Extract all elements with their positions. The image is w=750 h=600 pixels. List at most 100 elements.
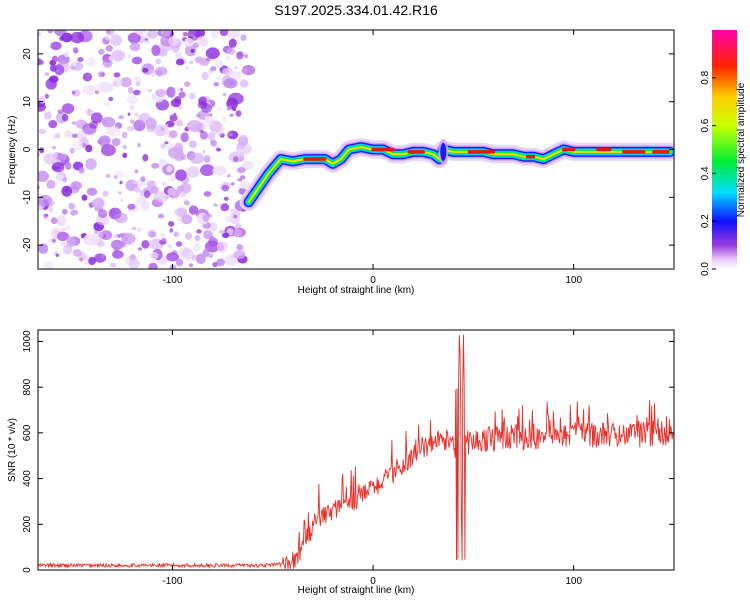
noise-blob bbox=[64, 130, 73, 138]
noise-blob bbox=[160, 30, 172, 37]
noise-blob bbox=[90, 112, 103, 124]
noise-blob bbox=[175, 241, 183, 247]
noise-blob bbox=[216, 258, 226, 267]
noise-blob bbox=[202, 230, 213, 239]
bottom-x-axis-label: Height of straight line (km) bbox=[298, 585, 415, 596]
noise-blob bbox=[184, 232, 193, 240]
noise-blob bbox=[133, 187, 141, 193]
y-tick-label: 800 bbox=[22, 378, 33, 395]
noise-blob bbox=[105, 45, 114, 52]
noise-blob bbox=[112, 250, 124, 259]
noise-blob bbox=[203, 155, 211, 163]
noise-blob bbox=[240, 175, 246, 180]
noise-blob bbox=[38, 170, 49, 182]
noise-blob bbox=[71, 133, 78, 138]
noise-blob bbox=[114, 212, 128, 224]
noise-blob bbox=[179, 87, 183, 92]
noise-blob bbox=[106, 126, 121, 137]
noise-blob bbox=[166, 165, 173, 173]
noise-blob bbox=[51, 55, 58, 63]
top-x-ticks: -100 0 100 bbox=[162, 30, 582, 286]
noise-blob bbox=[101, 254, 105, 259]
noise-blob bbox=[60, 241, 66, 246]
noise-blob bbox=[184, 65, 190, 71]
noise-blob bbox=[215, 76, 221, 81]
noise-blob bbox=[119, 180, 123, 185]
noise-blob bbox=[114, 170, 125, 178]
noise-blob bbox=[50, 41, 62, 51]
noise-blob bbox=[65, 225, 71, 231]
noise-blob bbox=[48, 207, 53, 213]
noise-blob bbox=[186, 166, 200, 178]
noise-blob bbox=[127, 86, 134, 94]
noise-blob bbox=[169, 228, 174, 233]
top-x-axis-label: Height of straight line (km) bbox=[298, 285, 415, 296]
noise-blob bbox=[151, 199, 160, 207]
noise-blob bbox=[233, 228, 242, 238]
x-tick-label: 100 bbox=[565, 275, 582, 286]
noise-blob bbox=[241, 160, 254, 171]
noise-blob bbox=[70, 181, 82, 191]
noise-blob bbox=[151, 162, 160, 169]
noise-blob bbox=[160, 143, 167, 150]
noise-blob bbox=[217, 106, 222, 111]
noise-blob bbox=[100, 230, 113, 241]
noise-blob bbox=[50, 217, 58, 225]
noise-blob bbox=[38, 31, 42, 37]
y-tick-label: -10 bbox=[22, 190, 33, 205]
noise-blob bbox=[200, 131, 208, 140]
noise-blob bbox=[157, 158, 168, 167]
noise-blob bbox=[210, 139, 217, 147]
noise-blob bbox=[175, 58, 185, 66]
noise-blob bbox=[204, 116, 210, 121]
noise-blob bbox=[229, 213, 241, 225]
noise-blob bbox=[149, 69, 157, 77]
noise-blob bbox=[169, 114, 178, 122]
noise-blob bbox=[188, 263, 194, 268]
noise-blob bbox=[122, 152, 128, 158]
noise-blob bbox=[95, 81, 110, 93]
noise-blob bbox=[111, 138, 121, 147]
noise-blob bbox=[86, 57, 96, 67]
noise-blob bbox=[44, 111, 52, 120]
noise-blob bbox=[92, 198, 105, 209]
noise-blob bbox=[127, 112, 131, 116]
snr-series-line bbox=[38, 334, 674, 570]
noise-blob bbox=[159, 232, 166, 239]
noise-blob bbox=[166, 86, 176, 98]
noise-blob bbox=[120, 198, 124, 202]
noise-blob bbox=[153, 124, 170, 136]
noise-blob bbox=[175, 169, 187, 181]
noise-blob bbox=[86, 187, 98, 196]
noise-blob bbox=[55, 253, 60, 257]
noise-blob bbox=[140, 176, 146, 183]
noise-blob bbox=[168, 146, 184, 159]
noise-blob bbox=[151, 44, 161, 57]
noise-blob bbox=[69, 147, 75, 154]
noise-blob bbox=[38, 152, 41, 157]
noise-blob bbox=[128, 258, 140, 269]
noise-blob bbox=[215, 147, 222, 152]
noise-blob bbox=[193, 243, 201, 252]
top-y-ticks: -20 -10 0 10 20 bbox=[22, 48, 674, 252]
noise-blob bbox=[233, 156, 239, 162]
noise-blob bbox=[188, 30, 198, 36]
noise-blob bbox=[104, 101, 110, 107]
noise-blob bbox=[142, 67, 149, 73]
colorbar-tick-label: 0.0 bbox=[700, 262, 711, 276]
noise-blob bbox=[82, 72, 93, 82]
noise-blob bbox=[89, 121, 98, 129]
noise-blob bbox=[150, 185, 159, 194]
noise-blob bbox=[147, 229, 157, 238]
noise-blob bbox=[205, 57, 211, 62]
noise-blob bbox=[184, 81, 191, 87]
noise-blob bbox=[194, 234, 201, 242]
noise-blob bbox=[86, 108, 93, 117]
noise-blob bbox=[228, 38, 237, 48]
noise-blob bbox=[235, 143, 252, 156]
noise-blob bbox=[38, 128, 47, 135]
noise-blob bbox=[85, 158, 97, 171]
noise-blob bbox=[207, 48, 214, 55]
noise-blob bbox=[147, 89, 152, 92]
noise-blob bbox=[64, 188, 69, 193]
